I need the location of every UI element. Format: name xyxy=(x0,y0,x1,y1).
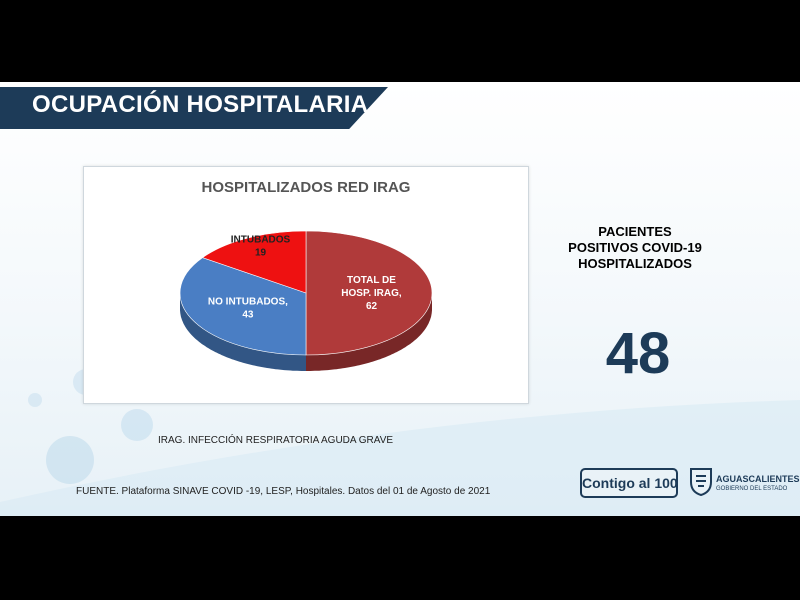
patients-label-line: HOSPITALIZADOS xyxy=(578,256,692,271)
slide: OCUPACIÓN HOSPITALARIA TOTAL DE HOSP. IRA… xyxy=(0,82,800,516)
pie-slice-value: 62 xyxy=(366,301,378,312)
contigo-logo: Contigo al 100 xyxy=(580,468,678,498)
page-title: OCUPACIÓN HOSPITALARIA xyxy=(32,91,369,118)
title-banner xyxy=(0,87,388,129)
pie-chart: TOTAL DE HOSP. IRAG, 62 NO INTUBADOS, 43 INTU… xyxy=(179,230,433,371)
pie-slice-0 xyxy=(305,230,433,356)
pie-slice-label-line: HOSP. IRAG, xyxy=(341,288,402,299)
pie-slice-value: 43 xyxy=(242,309,254,320)
irag-note: IRAG. INFECCIÓN RESPIRATORIA AGUDA GRAVE xyxy=(158,435,394,446)
pie-slice-value: 19 xyxy=(255,248,267,259)
source-note: FUENTE. Plataforma SINAVE COVID -19, LES… xyxy=(76,486,491,497)
pie-slice-1 xyxy=(179,257,307,356)
pie-slice-2 xyxy=(201,230,307,294)
patients-label-line: PACIENTES xyxy=(598,224,672,239)
state-seal-icon xyxy=(690,468,712,496)
pie-slice-label-line: TOTAL DE xyxy=(347,275,396,286)
state-logo-name: AGUASCALIENTES xyxy=(716,474,800,484)
pie-slice-side xyxy=(306,293,432,371)
pie-slice-label-line: INTUBADOS xyxy=(231,235,291,246)
chart-panel: TOTAL DE HOSP. IRAG, 62 NO INTUBADOS, 43 INTU… xyxy=(83,166,529,404)
chart-title: HOSPITALIZADOS RED IRAG xyxy=(201,179,411,196)
pie-slice-label: TOTAL DE HOSP. IRAG, 62 xyxy=(341,275,402,312)
pie-slice-label: INTUBADOS 19 xyxy=(231,235,291,259)
pie-slice-label-line: NO INTUBADOS, xyxy=(208,296,288,307)
patients-label-line: POSITIVOS COVID-19 xyxy=(568,240,702,255)
patients-count: 48 xyxy=(605,321,671,386)
pie-slice-label: NO INTUBADOS, 43 xyxy=(208,296,288,320)
state-logo-sub: GOBIERNO DEL ESTADO xyxy=(716,486,788,492)
pie-slice-side xyxy=(180,293,306,371)
patients-label: PACIENTES POSITIVOS COVID-19 HOSPITALIZA… xyxy=(540,224,730,272)
